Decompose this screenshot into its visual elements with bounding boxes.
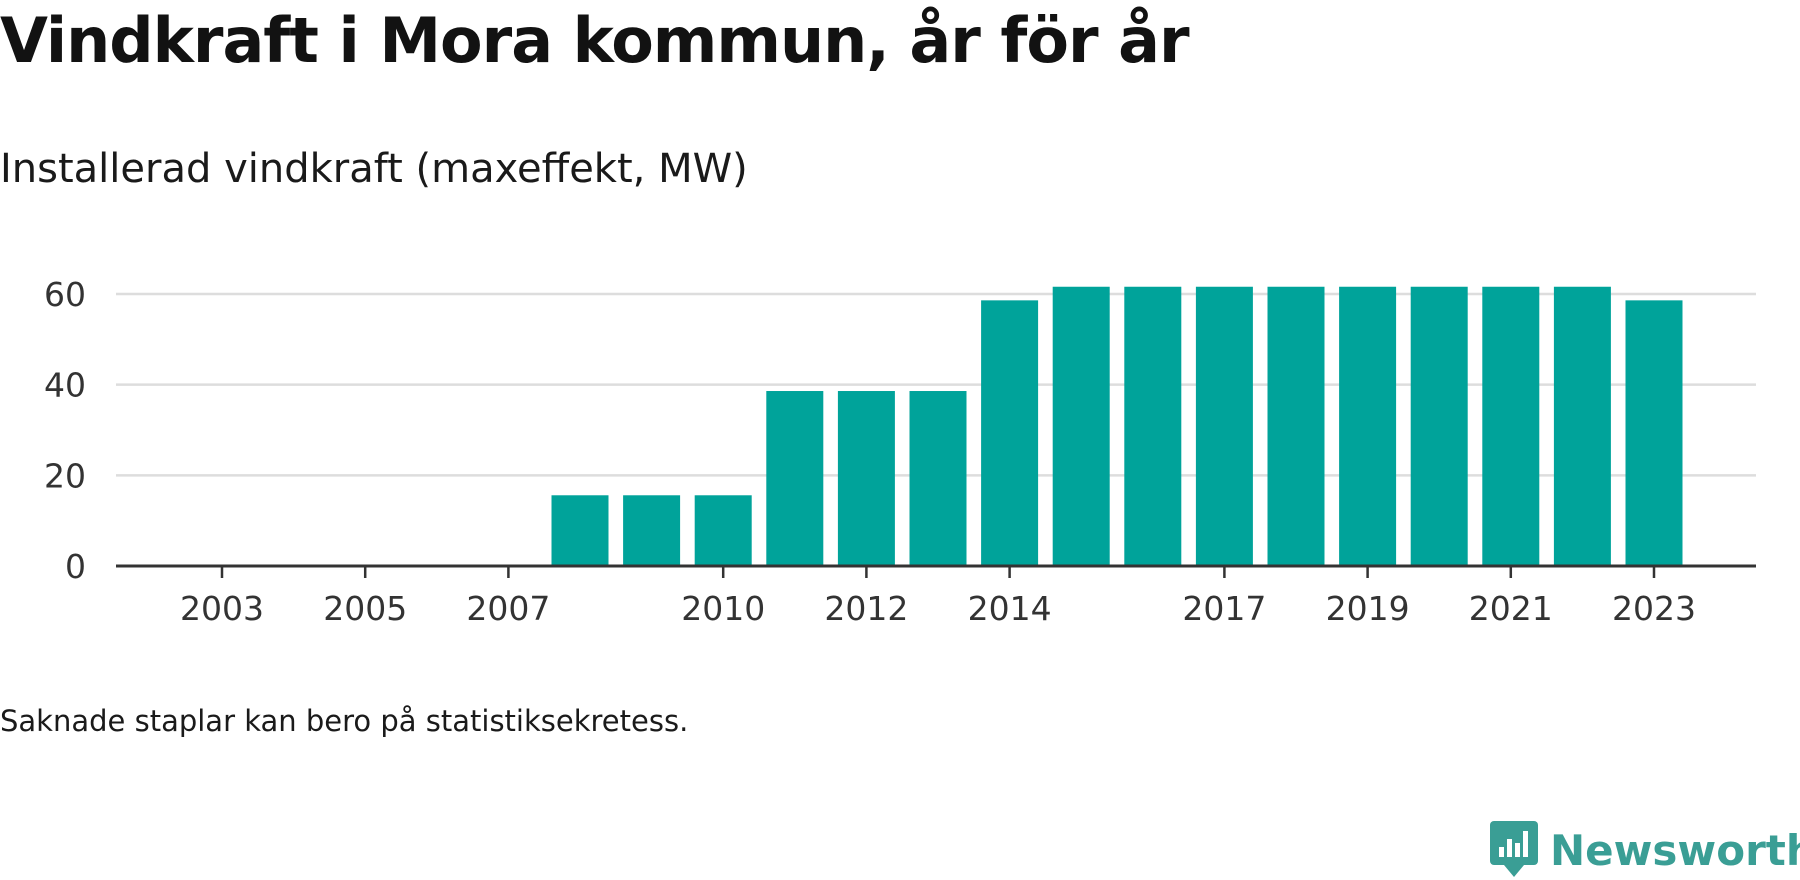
bar-2015	[1052, 286, 1110, 566]
bar-2022	[1553, 286, 1611, 566]
newsworthy-logo-icon	[1490, 821, 1538, 877]
bar-2016	[1124, 286, 1182, 566]
bar-2020	[1410, 286, 1468, 566]
bar-2017	[1195, 286, 1253, 566]
brand-name: Newsworthy	[1550, 825, 1800, 875]
chart-title: Vindkraft i Mora kommun, år för år	[0, 4, 1190, 77]
x-tick-label: 2005	[323, 589, 407, 628]
brand-logo: Newsworthy	[1490, 820, 1800, 880]
x-tick-label: 2023	[1612, 589, 1696, 628]
x-tick-label: 2007	[466, 589, 550, 628]
x-tick-label: 2012	[824, 589, 908, 628]
bar-2014	[981, 300, 1039, 566]
bar-2019	[1339, 286, 1397, 566]
x-tick-label: 2021	[1469, 589, 1553, 628]
bars	[551, 286, 1683, 566]
bar-2008	[551, 495, 609, 566]
y-tick-label: 20	[44, 456, 86, 495]
bar-2021	[1482, 286, 1540, 566]
x-tick-label: 2003	[180, 589, 264, 628]
bar-2011	[766, 391, 824, 566]
bar-2010	[694, 495, 752, 566]
footnote: Saknade staplar kan bero på statistiksek…	[0, 704, 689, 738]
bar-2018	[1267, 286, 1325, 566]
bar-2009	[623, 495, 681, 566]
y-tick-label: 60	[44, 275, 86, 314]
x-tick-label: 2017	[1182, 589, 1266, 628]
bar-2012	[837, 391, 895, 566]
bar-chart: 0 20 40 60 2003 2005 2007 2010 2012 2014 2017 2019…	[44, 275, 1756, 628]
x-tick-labels: 2003 2005 2007 2010 2012 2014 2017 2019 2021 2023	[180, 566, 1696, 628]
y-tick-labels: 0 20 40 60	[44, 275, 86, 586]
chart-subtitle: Installerad vindkraft (maxeffekt, MW)	[0, 146, 748, 192]
x-tick-label: 2014	[968, 589, 1052, 628]
bar-2023	[1625, 300, 1683, 566]
x-tick-label: 2019	[1326, 589, 1410, 628]
y-tick-label: 0	[65, 547, 86, 586]
bar-2013	[909, 391, 967, 566]
y-tick-label: 40	[44, 366, 86, 405]
x-tick-label: 2010	[681, 589, 765, 628]
